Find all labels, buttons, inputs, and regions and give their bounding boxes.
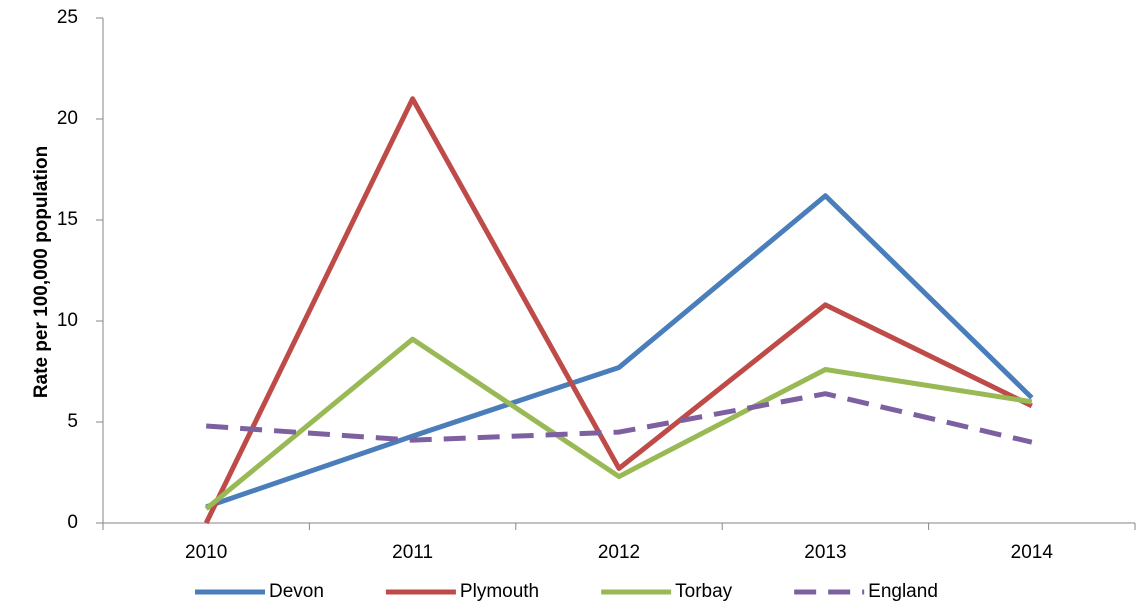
series-line xyxy=(203,96,1033,525)
y-tick-label: 15 xyxy=(57,209,78,230)
x-tick-label: 2012 xyxy=(598,542,640,563)
series-line xyxy=(204,336,1033,511)
legend-label: England xyxy=(868,581,938,602)
legend-label: Plymouth xyxy=(460,581,539,602)
x-tick-label: 2011 xyxy=(392,542,433,563)
y-axis-label: Rate per 100,000 population xyxy=(31,146,52,398)
series-line xyxy=(205,193,1034,510)
x-tick-label: 2010 xyxy=(185,542,227,563)
y-tick-label: 25 xyxy=(57,7,78,28)
legend-label: Torbay xyxy=(675,581,733,602)
legend-label: Devon xyxy=(269,581,324,602)
x-tick-label: 2014 xyxy=(1011,542,1054,563)
y-tick-label: 0 xyxy=(67,512,78,533)
x-tick-label: 2013 xyxy=(804,542,846,563)
y-tick-label: 20 xyxy=(57,108,78,129)
y-tick-label: 5 xyxy=(67,411,78,432)
series-line xyxy=(206,391,1033,445)
y-tick-label: 10 xyxy=(57,310,78,331)
